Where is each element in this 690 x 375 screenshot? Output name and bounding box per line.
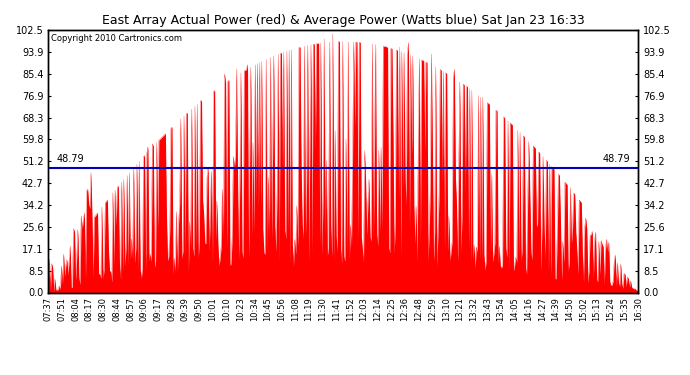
Title: East Array Actual Power (red) & Average Power (Watts blue) Sat Jan 23 16:33: East Array Actual Power (red) & Average … [102, 15, 584, 27]
Text: Copyright 2010 Cartronics.com: Copyright 2010 Cartronics.com [51, 34, 182, 43]
Text: 48.79: 48.79 [57, 154, 85, 164]
Text: 48.79: 48.79 [603, 154, 631, 164]
